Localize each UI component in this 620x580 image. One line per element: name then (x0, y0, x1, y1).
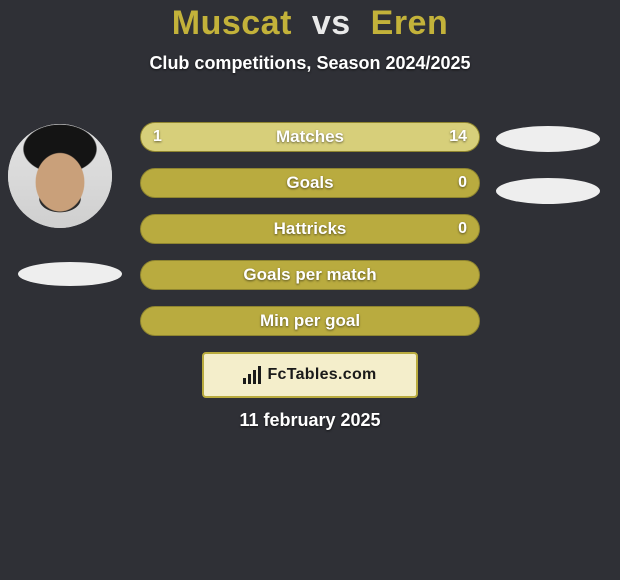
stat-row: Min per goal (140, 306, 480, 336)
stat-label: Hattricks (141, 215, 479, 243)
stat-row: Goals0 (140, 168, 480, 198)
stat-bars: Matches114Goals0Hattricks0Goals per matc… (140, 122, 480, 352)
stat-label: Matches (141, 123, 479, 151)
comparison-card: Muscat vs Eren Club competitions, Season… (0, 0, 620, 580)
stat-value-right: 14 (449, 123, 467, 151)
title-player2: Eren (371, 4, 449, 42)
stat-row: Matches1 14 (140, 122, 480, 152)
stat-row: Hattricks0 (140, 214, 480, 244)
avatar-face-icon (8, 124, 112, 228)
subtitle: Club competitions, Season 2024/2025 (0, 53, 620, 74)
stat-label: Goals per match (141, 261, 479, 289)
player2-shadow (496, 178, 600, 204)
stat-label: Goals (141, 169, 479, 197)
stat-value-right: 0 (458, 215, 467, 243)
brand-bars-icon (243, 366, 261, 384)
stat-label: Min per goal (141, 307, 479, 335)
page-title: Muscat vs Eren (0, 4, 620, 43)
brand-text: FcTables.com (267, 366, 376, 384)
player2-avatar-placeholder (496, 126, 600, 152)
brand-badge: FcTables.com (202, 352, 418, 398)
stat-value-right: 0 (458, 169, 467, 197)
stat-value-left: 1 (153, 123, 162, 151)
title-player1: Muscat (172, 4, 292, 42)
date-text: 11 february 2025 (0, 410, 620, 431)
title-vs: vs (312, 4, 351, 42)
player1-shadow (18, 262, 122, 286)
player1-avatar (8, 124, 112, 228)
stat-row: Goals per match (140, 260, 480, 290)
